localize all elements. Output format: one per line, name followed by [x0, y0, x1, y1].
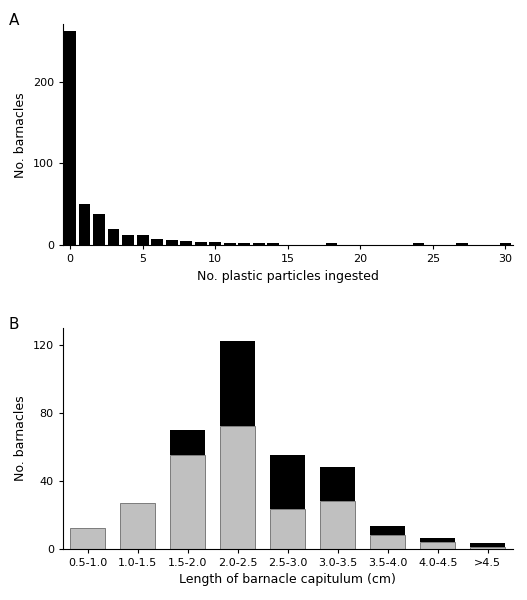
Bar	[166, 240, 178, 245]
Bar	[320, 467, 355, 501]
Bar	[224, 242, 236, 245]
Bar	[456, 244, 468, 245]
Bar	[195, 242, 207, 245]
Bar	[420, 538, 455, 542]
Bar	[122, 235, 134, 245]
Bar	[253, 244, 265, 245]
Y-axis label: No. barnacles: No. barnacles	[14, 395, 27, 481]
Bar	[170, 455, 206, 548]
Y-axis label: No. barnacles: No. barnacles	[14, 92, 27, 178]
Bar	[108, 229, 120, 245]
Bar	[209, 242, 221, 245]
Bar	[270, 509, 305, 548]
Bar	[500, 244, 511, 245]
Bar	[370, 535, 405, 548]
Bar	[238, 242, 250, 245]
Bar	[71, 528, 105, 548]
Bar	[79, 204, 91, 245]
Bar	[420, 542, 455, 548]
Bar	[413, 244, 424, 245]
Bar	[220, 341, 255, 427]
X-axis label: No. plastic particles ingested: No. plastic particles ingested	[197, 269, 379, 283]
Bar	[137, 235, 149, 245]
Text: A: A	[9, 13, 19, 28]
Bar	[170, 430, 206, 455]
Bar	[470, 544, 505, 547]
Bar	[93, 214, 105, 245]
Bar	[64, 31, 76, 245]
Bar	[151, 239, 163, 245]
Bar	[180, 241, 192, 245]
Bar	[470, 547, 505, 548]
Bar	[120, 503, 155, 548]
Bar	[320, 501, 355, 548]
X-axis label: Length of barnacle capitulum (cm): Length of barnacle capitulum (cm)	[179, 573, 396, 586]
Text: B: B	[9, 317, 19, 332]
Bar	[326, 244, 337, 245]
Bar	[270, 455, 305, 509]
Bar	[220, 427, 255, 548]
Bar	[268, 244, 279, 245]
Bar	[370, 526, 405, 535]
